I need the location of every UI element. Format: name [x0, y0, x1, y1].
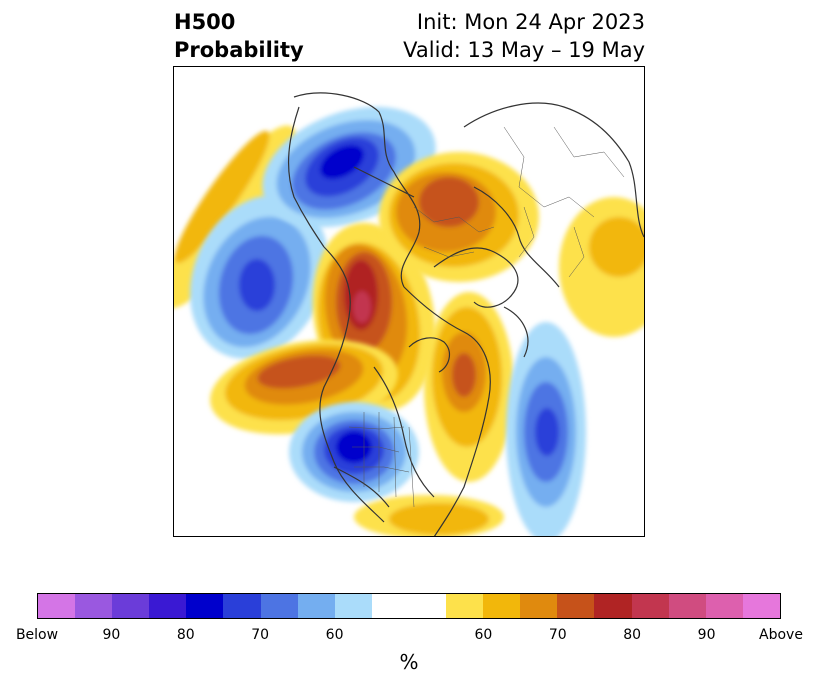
colorbar-tick-label: 70 [548, 627, 567, 643]
atlantic-low [506, 322, 586, 536]
colorbar-segment [371, 594, 409, 618]
colorbar-segment [668, 594, 706, 618]
valid-range: Valid: 13 May – 19 May [403, 38, 645, 62]
asia-high [559, 197, 644, 337]
colorbar-segment [483, 594, 521, 618]
pacific-ridge [210, 339, 398, 435]
colorbar-tick-label: 80 [623, 627, 642, 643]
title-right: Init: Mon 24 Apr 2023 Valid: 13 May – 19… [403, 8, 645, 64]
colorbar-tick-label: 60 [474, 627, 493, 643]
political-boundaries [348, 126, 625, 508]
init-date: Init: Mon 24 Apr 2023 [416, 10, 645, 34]
colorbar-segment [446, 594, 484, 618]
southern-warm-band [354, 495, 504, 536]
colorbar-segment [186, 594, 224, 618]
title-left: H500 Probability [174, 8, 304, 64]
colorbar-tick-label: 70 [251, 627, 270, 643]
map-svg [174, 92, 644, 536]
colorbar-segment [149, 594, 187, 618]
colorbar-segment [520, 594, 558, 618]
title-variable: H500 [174, 10, 236, 34]
title-product: Probability [174, 38, 304, 62]
probability-map [173, 66, 645, 537]
colorbar-segment [705, 594, 743, 618]
colorbar-segment [38, 594, 76, 618]
colorbar-segment [112, 594, 150, 618]
colorbar-segment [75, 594, 113, 618]
colorbar-segment [557, 594, 595, 618]
west-low [190, 195, 328, 359]
colorbar-unit: % [399, 650, 419, 674]
colorbar-segment [297, 594, 335, 618]
colorbar-tick-label: 80 [176, 627, 195, 643]
colorbar-segment [408, 594, 447, 618]
atlantic-high [424, 292, 514, 482]
colorbar-tick-label: 90 [102, 627, 121, 643]
probability-colorbar [37, 593, 781, 619]
colorbar-tick-label: Below [15, 627, 59, 643]
colorbar-tick-label: 60 [325, 627, 344, 643]
colorbar-segment [223, 594, 261, 618]
colorbar-tick-label: Above [759, 627, 803, 643]
coastlines [287, 92, 644, 536]
colorbar-segment [594, 594, 632, 618]
colorbar-segment [260, 594, 298, 618]
colorbar-tick-label: 90 [697, 627, 716, 643]
colorbar-segment [742, 594, 780, 618]
colorbar-segment [334, 594, 372, 618]
colorbar-segment [631, 594, 669, 618]
